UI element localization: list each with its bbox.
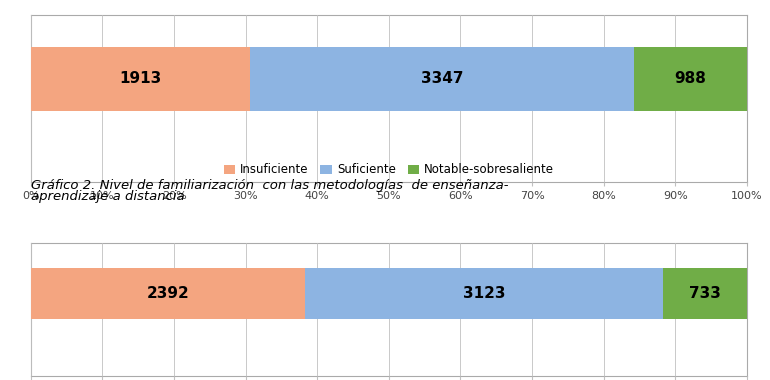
- Text: 3347: 3347: [420, 71, 463, 86]
- Bar: [31, 47, 250, 111]
- Bar: [663, 269, 747, 319]
- Text: Gráfico 2. Nivel de familiarización  con las metodologías  de enseñanza-: Gráfico 2. Nivel de familiarización con …: [31, 179, 508, 192]
- Legend: Insuficiente, Suficiente, Notable-sobresaliente: Insuficiente, Suficiente, Notable-sobres…: [223, 163, 554, 176]
- Text: 2392: 2392: [146, 286, 189, 301]
- Text: 988: 988: [675, 71, 706, 86]
- Text: 3123: 3123: [463, 286, 505, 301]
- Bar: [634, 47, 747, 111]
- Text: 1913: 1913: [119, 71, 162, 86]
- Bar: [305, 269, 663, 319]
- Bar: [31, 269, 305, 319]
- Text: aprendizaje a distancia: aprendizaje a distancia: [31, 190, 185, 203]
- Bar: [250, 47, 634, 111]
- Text: 733: 733: [689, 286, 721, 301]
